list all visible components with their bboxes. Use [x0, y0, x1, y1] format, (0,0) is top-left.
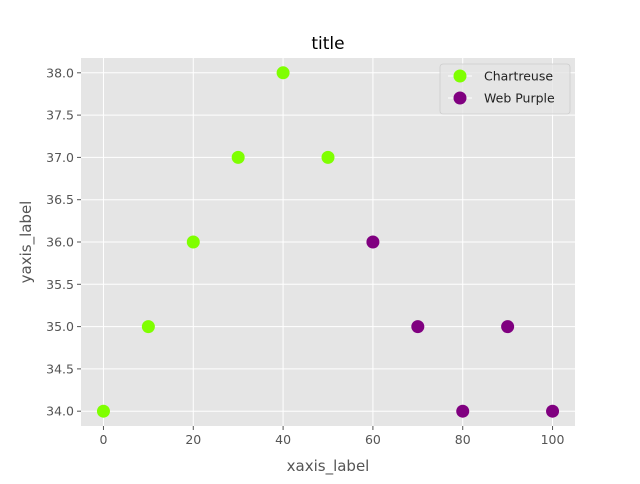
y-tick-label: 34.5 [46, 361, 74, 376]
y-axis-label: yaxis_label [17, 201, 36, 284]
legend: Chartreuse Web Purple [439, 63, 571, 115]
data-point [96, 404, 110, 418]
chart-title: title [311, 34, 344, 54]
y-axis-ticks: 34.0 34.5 35.0 35.5 36.0 36.5 37.0 37.5 38.0 [46, 65, 81, 419]
data-point [321, 150, 335, 164]
x-tick-label: 100 [541, 432, 565, 447]
y-tick-label: 34.0 [46, 404, 74, 419]
data-point [456, 404, 470, 418]
data-point [411, 320, 425, 334]
x-tick-label: 40 [275, 432, 291, 447]
data-point [186, 235, 200, 249]
legend-label: Web Purple [484, 91, 555, 106]
data-point [366, 235, 380, 249]
data-point [546, 404, 560, 418]
y-tick-label: 35.0 [46, 319, 74, 334]
legend-marker [453, 91, 467, 105]
y-tick-label: 37.5 [46, 108, 74, 123]
data-point [141, 320, 155, 334]
data-points [96, 66, 560, 418]
legend-marker [453, 69, 467, 83]
y-tick-label: 36.0 [46, 235, 74, 250]
y-tick-label: 35.5 [46, 277, 74, 292]
y-tick-label: 36.5 [46, 192, 74, 207]
data-point [276, 66, 290, 80]
y-tick-label: 38.0 [46, 65, 74, 80]
x-tick-label: 20 [185, 432, 201, 447]
y-tick-label: 37.0 [46, 150, 74, 165]
x-tick-label: 0 [99, 432, 107, 447]
legend-label: Chartreuse [484, 69, 553, 84]
x-axis-ticks: 0 20 40 60 80 100 [99, 426, 565, 447]
data-point [231, 150, 245, 164]
data-point [501, 320, 515, 334]
legend-box [439, 63, 571, 115]
x-axis-label: xaxis_label [287, 457, 370, 476]
x-tick-label: 80 [455, 432, 471, 447]
x-tick-label: 60 [365, 432, 381, 447]
grid-lines [81, 58, 575, 426]
